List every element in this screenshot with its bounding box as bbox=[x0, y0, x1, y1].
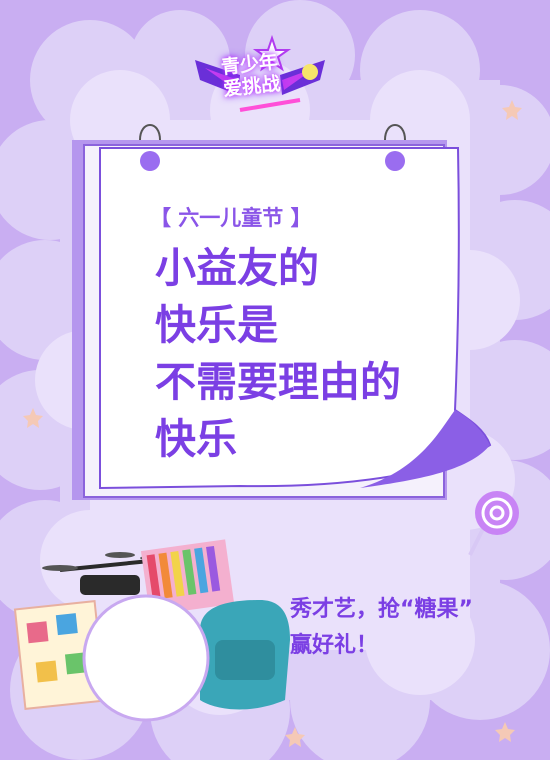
notepad-page bbox=[99, 147, 492, 490]
headline-line: 小益友的 bbox=[155, 244, 319, 292]
promo-line1: 秀才艺，抢“糖果” bbox=[290, 597, 473, 622]
headline-line: 不需要理由的 bbox=[155, 358, 401, 406]
markers-box bbox=[140, 539, 235, 616]
binder-ring bbox=[139, 124, 406, 141]
star-decoration bbox=[502, 100, 522, 120]
promo-line2: 赢好礼！ bbox=[290, 633, 379, 658]
binder-hole bbox=[140, 151, 160, 171]
logo-text: 青少年 爱挑战 bbox=[220, 47, 314, 101]
event-tag: 【 六一儿童节 】 bbox=[150, 206, 312, 230]
photo-placeholder bbox=[82, 594, 210, 722]
star-decoration bbox=[495, 722, 515, 742]
board-game bbox=[13, 599, 107, 711]
page-curl bbox=[360, 410, 490, 488]
promo-text: 秀才艺，抢“糖果” 赢好礼！ bbox=[290, 592, 540, 664]
binder-hole bbox=[385, 151, 405, 171]
star-decoration bbox=[285, 727, 305, 747]
logo: 青少年 爱挑战 bbox=[190, 38, 330, 118]
backpack-icon bbox=[200, 600, 290, 710]
logo-emblem bbox=[195, 34, 325, 112]
headline-line: 快乐 bbox=[155, 415, 237, 463]
lollipop-icon bbox=[468, 491, 519, 556]
headline: 小益友的 快乐是 不需要理由的 快乐 bbox=[155, 240, 455, 468]
headline-line: 快乐是 bbox=[155, 301, 278, 349]
star-decoration bbox=[23, 408, 43, 428]
